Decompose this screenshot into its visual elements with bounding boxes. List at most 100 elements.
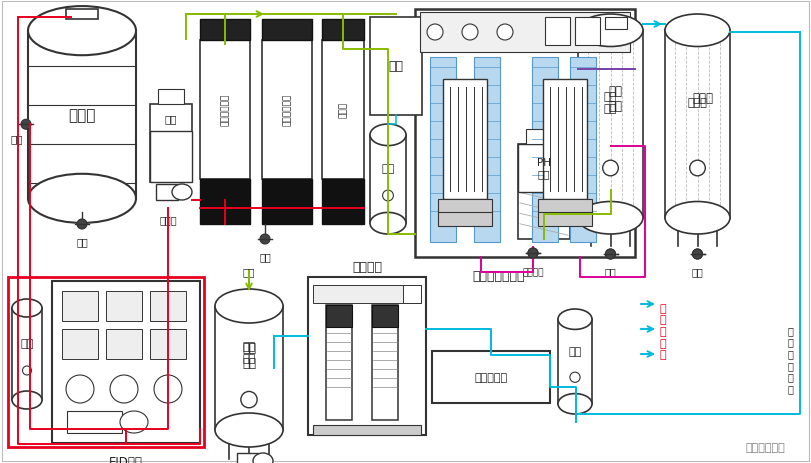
Text: 软水器: 软水器	[338, 102, 347, 118]
Ellipse shape	[462, 25, 478, 41]
Ellipse shape	[370, 125, 406, 146]
Bar	[605, 18, 627, 30]
Text: 原水: 原水	[11, 134, 23, 144]
Bar	[370, 18, 422, 116]
Circle shape	[77, 219, 87, 230]
Text: 纯水箱: 纯水箱	[688, 98, 707, 108]
Bar	[313, 425, 421, 435]
Text: 中间
水箱: 中间 水箱	[608, 84, 623, 113]
Bar	[326, 305, 352, 327]
Bar	[150, 105, 192, 182]
Bar	[156, 185, 178, 200]
Text: EID系统: EID系统	[109, 455, 143, 463]
Text: 双级反渗透系统: 双级反渗透系统	[472, 269, 525, 282]
Text: 盐箱: 盐箱	[388, 60, 404, 73]
Bar	[150, 291, 186, 321]
Circle shape	[606, 250, 616, 259]
Ellipse shape	[558, 309, 592, 330]
Ellipse shape	[558, 394, 592, 414]
Bar	[474, 58, 500, 243]
Bar	[403, 285, 421, 303]
Text: 至
各
用
水
点: 至 各 用 水 点	[660, 303, 667, 359]
Text: 回
收
至
纯
水
箱: 回 收 至 纯 水 箱	[787, 325, 793, 393]
Circle shape	[606, 250, 616, 259]
Ellipse shape	[12, 391, 42, 409]
Bar	[62, 291, 98, 321]
Bar	[150, 329, 186, 359]
Bar	[322, 180, 364, 225]
Bar	[262, 180, 312, 225]
Ellipse shape	[120, 411, 148, 433]
Text: 水处理新视野: 水处理新视野	[745, 442, 785, 452]
Circle shape	[693, 250, 702, 259]
Ellipse shape	[28, 175, 136, 224]
Bar	[308, 277, 426, 435]
Bar	[12, 308, 42, 400]
Ellipse shape	[689, 161, 706, 176]
Ellipse shape	[497, 25, 513, 41]
Ellipse shape	[370, 213, 406, 234]
Bar	[28, 31, 136, 199]
Bar	[215, 307, 283, 430]
Bar	[237, 453, 259, 463]
Text: 中间
水箱: 中间 水箱	[604, 92, 617, 113]
Ellipse shape	[66, 375, 94, 403]
Bar	[575, 18, 600, 46]
Circle shape	[528, 249, 538, 258]
Ellipse shape	[665, 202, 730, 234]
Bar	[200, 40, 250, 180]
Ellipse shape	[154, 375, 182, 403]
Text: 活性炭过滤器: 活性炭过滤器	[282, 94, 291, 126]
Text: 絮凝: 絮凝	[165, 114, 178, 124]
Bar	[8, 277, 204, 447]
Ellipse shape	[12, 300, 42, 317]
Bar	[62, 329, 98, 359]
Text: 排污: 排污	[260, 251, 271, 262]
Bar	[66, 10, 98, 20]
Ellipse shape	[603, 161, 618, 176]
Text: 氮气: 氮气	[242, 266, 255, 276]
Bar	[200, 180, 250, 225]
Text: 精滤: 精滤	[381, 163, 395, 174]
Bar	[415, 10, 635, 257]
Bar	[313, 285, 421, 303]
Bar	[518, 144, 570, 192]
Ellipse shape	[253, 453, 273, 463]
Bar	[438, 213, 492, 226]
Bar	[430, 58, 456, 243]
Bar	[665, 31, 730, 218]
Text: PH
调节: PH 调节	[537, 157, 551, 179]
Bar	[432, 351, 550, 403]
Text: 多介质过滤器: 多介质过滤器	[221, 94, 230, 126]
Bar	[262, 20, 312, 40]
Text: 增压泵: 增压泵	[159, 214, 177, 225]
Ellipse shape	[578, 202, 643, 234]
Text: 纯水箱: 纯水箱	[692, 92, 713, 105]
Bar	[538, 213, 592, 226]
Text: 排污: 排污	[692, 266, 703, 276]
Text: 微滤: 微滤	[569, 346, 581, 356]
Circle shape	[21, 120, 31, 130]
Bar	[545, 18, 570, 46]
Bar	[543, 80, 587, 200]
Bar	[150, 132, 192, 182]
Text: 紫外线杀菌: 紫外线杀菌	[474, 372, 508, 382]
Bar	[532, 58, 558, 243]
Text: 超纯
水箱: 超纯 水箱	[242, 342, 255, 363]
Text: 排污: 排污	[605, 266, 616, 276]
Text: 抛光混床: 抛光混床	[352, 261, 382, 274]
Bar	[158, 90, 183, 105]
Bar	[370, 136, 406, 224]
Ellipse shape	[427, 25, 443, 41]
Ellipse shape	[241, 392, 257, 408]
Bar	[526, 130, 562, 144]
Bar	[67, 411, 122, 433]
Text: 超纯
水箱: 超纯 水箱	[242, 342, 256, 369]
Bar	[322, 40, 364, 180]
Bar	[106, 329, 142, 359]
Bar	[322, 20, 364, 40]
Bar	[372, 305, 398, 327]
Ellipse shape	[578, 15, 643, 47]
Bar	[578, 31, 643, 218]
Ellipse shape	[215, 413, 283, 447]
